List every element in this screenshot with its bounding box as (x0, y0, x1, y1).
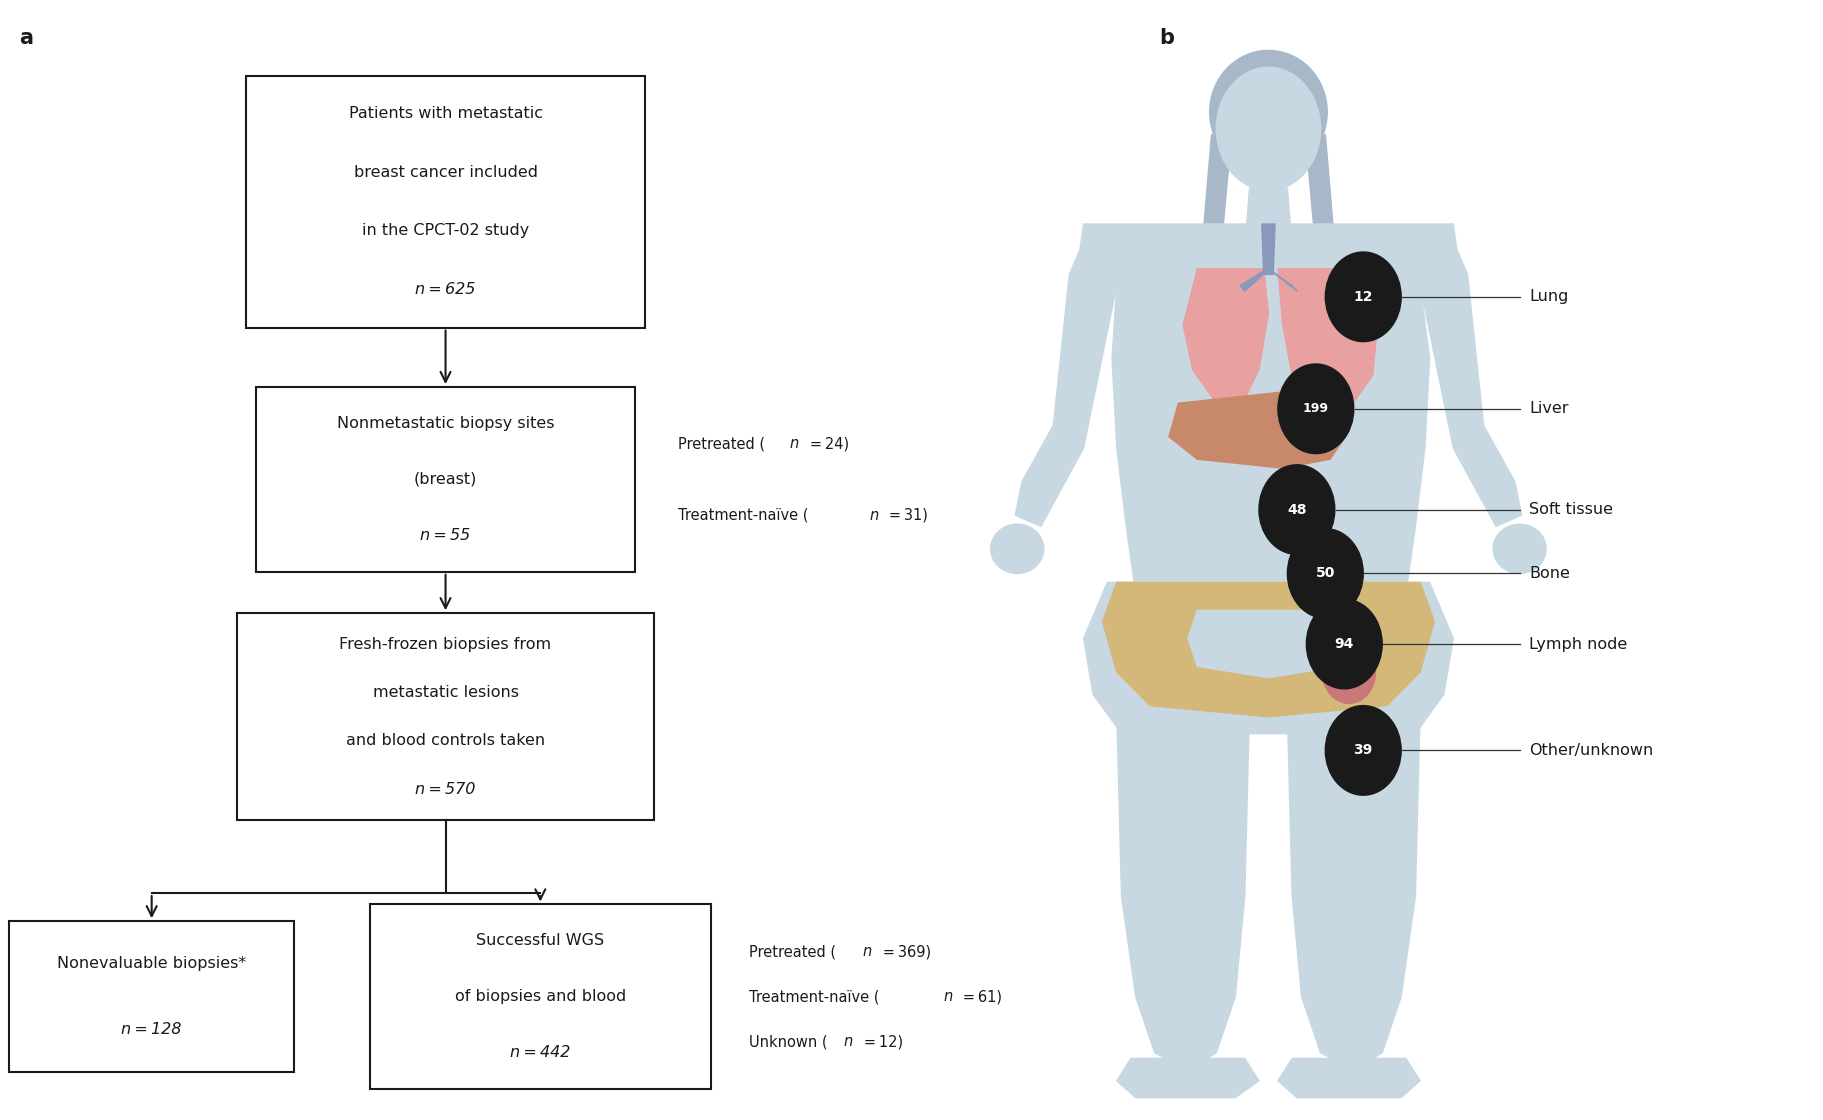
Polygon shape (1079, 224, 1458, 302)
Text: n: n (862, 944, 871, 960)
Text: Unknown (: Unknown ( (749, 1034, 828, 1049)
Text: Lymph node: Lymph node (1529, 636, 1628, 652)
Text: 39: 39 (1354, 744, 1373, 757)
FancyBboxPatch shape (237, 614, 654, 820)
Text: Soft tissue: Soft tissue (1529, 502, 1613, 517)
Text: n = 442: n = 442 (510, 1045, 571, 1061)
Text: (breast): (breast) (414, 472, 478, 487)
Circle shape (1307, 599, 1382, 689)
Text: Patients with metastatic: Patients with metastatic (348, 106, 543, 121)
Text: Liver: Liver (1529, 401, 1568, 417)
Ellipse shape (990, 524, 1045, 573)
Circle shape (1287, 529, 1364, 618)
Polygon shape (1117, 711, 1249, 1070)
Polygon shape (1267, 269, 1296, 291)
Polygon shape (1420, 230, 1522, 526)
Text: 94: 94 (1334, 637, 1354, 651)
Polygon shape (1262, 224, 1274, 274)
Circle shape (1278, 364, 1354, 454)
Polygon shape (1278, 1058, 1420, 1098)
Text: = 24): = 24) (808, 436, 850, 451)
Circle shape (1325, 252, 1402, 342)
Polygon shape (1287, 711, 1420, 1070)
Polygon shape (1015, 230, 1117, 526)
Text: Lung: Lung (1529, 289, 1568, 305)
Text: = 31): = 31) (886, 507, 928, 523)
Text: breast cancer included: breast cancer included (354, 165, 538, 180)
Text: 48: 48 (1287, 503, 1307, 516)
Text: Nonevaluable biopsies*: Nonevaluable biopsies* (57, 956, 246, 971)
Text: b: b (1159, 28, 1174, 48)
Text: Bone: Bone (1529, 566, 1570, 581)
Text: n = 55: n = 55 (421, 528, 470, 543)
Text: 12: 12 (1353, 290, 1373, 304)
Ellipse shape (1322, 641, 1376, 703)
FancyBboxPatch shape (255, 388, 634, 572)
Text: n: n (942, 989, 952, 1005)
Text: 50: 50 (1316, 567, 1334, 580)
Text: Other/unknown: Other/unknown (1529, 743, 1653, 758)
Text: Pretreated (: Pretreated ( (749, 944, 837, 960)
Text: = 61): = 61) (961, 989, 1003, 1005)
Text: n: n (789, 436, 798, 451)
Polygon shape (1198, 134, 1231, 302)
Text: Fresh-frozen biopsies from: Fresh-frozen biopsies from (339, 637, 552, 652)
Text: Treatment-naïve (: Treatment-naïve ( (749, 989, 879, 1005)
Text: of biopsies and blood: of biopsies and blood (454, 989, 625, 1005)
Polygon shape (1183, 269, 1269, 409)
Text: a: a (18, 28, 33, 48)
Ellipse shape (1216, 67, 1320, 190)
Text: Successful WGS: Successful WGS (476, 933, 605, 949)
Text: n = 625: n = 625 (416, 282, 476, 297)
Text: metastatic lesions: metastatic lesions (372, 685, 518, 700)
Polygon shape (1278, 269, 1378, 409)
Text: n = 570: n = 570 (416, 782, 476, 796)
Text: n: n (870, 507, 879, 523)
Polygon shape (1247, 188, 1291, 224)
Text: Treatment-naïve (: Treatment-naïve ( (678, 507, 808, 523)
Polygon shape (1169, 392, 1349, 468)
Ellipse shape (1493, 524, 1546, 573)
Text: and blood controls taken: and blood controls taken (346, 734, 545, 748)
Circle shape (1260, 465, 1334, 554)
Text: n = 128: n = 128 (122, 1023, 182, 1037)
Text: n: n (844, 1034, 853, 1049)
FancyBboxPatch shape (246, 76, 645, 328)
Polygon shape (1112, 286, 1429, 594)
Polygon shape (1103, 582, 1435, 717)
Text: 199: 199 (1303, 402, 1329, 416)
Text: Pretreated (: Pretreated ( (678, 436, 766, 451)
Text: = 12): = 12) (860, 1034, 902, 1049)
Text: Nonmetastatic biopsy sites: Nonmetastatic biopsy sites (337, 416, 554, 431)
Polygon shape (1240, 269, 1269, 291)
Polygon shape (1307, 134, 1340, 302)
Text: = 369): = 369) (881, 944, 932, 960)
FancyBboxPatch shape (370, 905, 711, 1089)
FancyBboxPatch shape (9, 921, 294, 1073)
Text: in the CPCT-02 study: in the CPCT-02 study (363, 223, 529, 239)
Polygon shape (1083, 582, 1453, 734)
Circle shape (1325, 706, 1402, 795)
Polygon shape (1117, 1058, 1260, 1098)
Ellipse shape (1210, 50, 1327, 174)
Polygon shape (1189, 610, 1349, 678)
